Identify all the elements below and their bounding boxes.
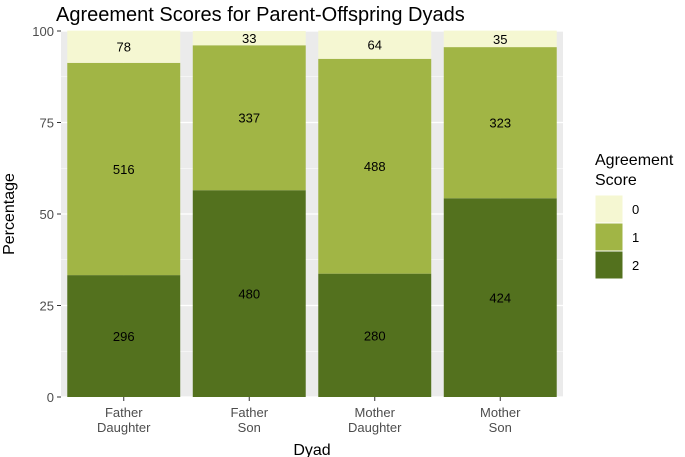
bar-segment-score-2 bbox=[443, 198, 557, 397]
count-label: 323 bbox=[489, 116, 511, 131]
legend-key-score-1 bbox=[594, 222, 624, 252]
y-axis-title: Percentage bbox=[1, 173, 18, 255]
y-tick-label: 50 bbox=[40, 207, 54, 222]
x-axis-title: Dyad bbox=[293, 442, 330, 457]
x-tick-label: Father Son bbox=[230, 405, 268, 435]
legend-title: Agreement Score bbox=[595, 152, 674, 189]
count-label: 280 bbox=[364, 328, 386, 343]
count-labels-group: 296 516 78 480 337 33 280 488 64 424 323 35 bbox=[113, 31, 511, 344]
bar-segment-score-1 bbox=[318, 58, 432, 274]
legend-label: 1 bbox=[632, 230, 639, 245]
bar-segment-score-0 bbox=[192, 31, 306, 46]
legend: Agreement Score 0 1 2 bbox=[594, 152, 674, 280]
x-tick-label: Father Daughter bbox=[97, 405, 151, 435]
bar-segment-score-1 bbox=[192, 45, 306, 191]
count-label: 78 bbox=[117, 40, 131, 55]
bar-segment-score-2 bbox=[318, 273, 432, 397]
count-label: 337 bbox=[238, 111, 260, 126]
count-label: 424 bbox=[489, 291, 511, 306]
bar-segment-score-0 bbox=[67, 30, 181, 63]
y-tick-label: 100 bbox=[32, 24, 54, 39]
x-tick-label: Mother Daughter bbox=[348, 405, 402, 435]
bar-segment-score-1 bbox=[443, 47, 557, 199]
count-label: 296 bbox=[113, 329, 135, 344]
y-tick-label: 0 bbox=[47, 390, 54, 405]
count-label: 35 bbox=[493, 32, 507, 47]
bar-segment-score-2 bbox=[67, 275, 181, 397]
legend-label: 2 bbox=[632, 258, 639, 273]
count-label: 480 bbox=[238, 287, 260, 302]
bar-segment-score-2 bbox=[192, 190, 306, 397]
x-tick-label: Mother Son bbox=[480, 405, 521, 435]
bars-group bbox=[67, 30, 557, 397]
y-tick-label: 25 bbox=[40, 299, 54, 314]
bar-segment-score-0 bbox=[443, 30, 557, 48]
count-label: 516 bbox=[113, 162, 135, 177]
count-label: 33 bbox=[242, 31, 256, 46]
count-label: 64 bbox=[368, 38, 382, 53]
legend-key-score-0 bbox=[594, 194, 624, 224]
y-tick-label: 75 bbox=[40, 116, 54, 131]
y-axis: 0 25 50 75 100 bbox=[32, 24, 61, 405]
count-label: 488 bbox=[364, 159, 386, 174]
chart-title: Agreement Scores for Parent-Offspring Dy… bbox=[56, 4, 465, 26]
bar-segment-score-0 bbox=[318, 30, 432, 59]
x-axis: Father Daughter Father Son Mother Daughter Mot… bbox=[97, 397, 521, 435]
legend-label: 0 bbox=[632, 202, 639, 217]
legend-key-score-2 bbox=[594, 250, 624, 280]
bar-segment-score-1 bbox=[67, 62, 181, 276]
